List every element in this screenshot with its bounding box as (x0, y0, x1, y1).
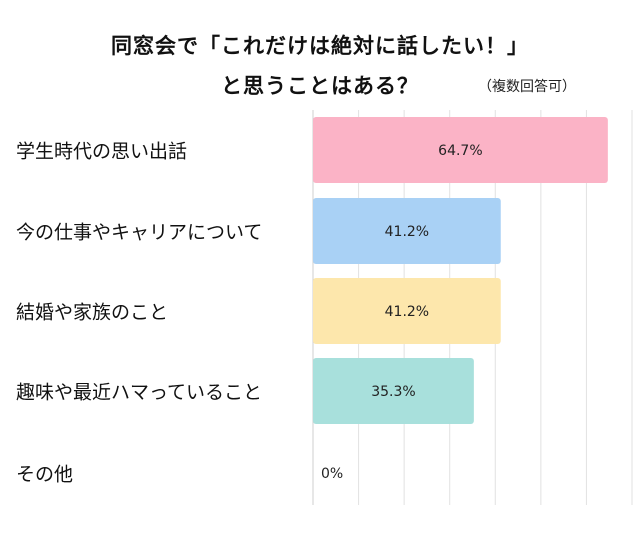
category-label: 結婚や家族のこと (16, 301, 169, 324)
data-label: 41.2% (385, 224, 429, 240)
data-label: 64.7% (438, 143, 482, 159)
bar (313, 117, 608, 183)
bar (313, 278, 501, 344)
category-label: その他 (16, 463, 74, 486)
data-label: 35.3% (371, 384, 415, 400)
bar (313, 358, 474, 424)
multiple-answer-note: （複数回答可） (478, 79, 576, 95)
category-label: 学生時代の思い出話 (16, 140, 188, 163)
bar (313, 198, 501, 264)
title-line-2: と思うことはある？ (221, 74, 419, 98)
data-label: 41.2% (385, 304, 429, 320)
category-label: 今の仕事やキャリアについて (16, 221, 263, 244)
chart-title: 同窓会で「これだけは絶対に話したい！」 と思うことはある？ （複数回答可） (0, 0, 640, 110)
data-label: 0% (321, 466, 343, 482)
title-line-1: 同窓会で「これだけは絶対に話したい！」 (111, 34, 529, 58)
category-label: 趣味や最近ハマっていること (16, 381, 263, 404)
